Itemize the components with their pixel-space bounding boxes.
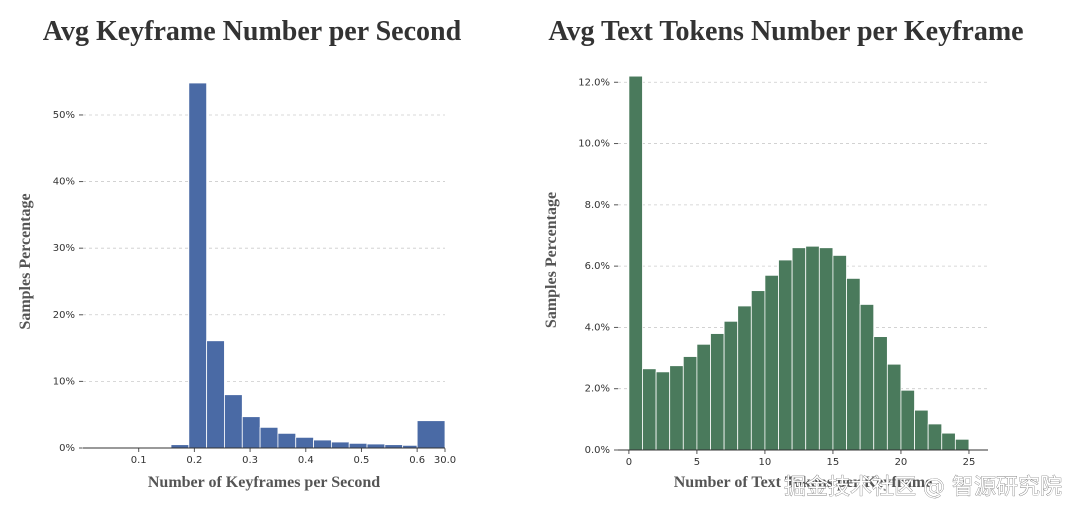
- bar: [206, 340, 225, 449]
- x-tick-label: 0.2: [186, 455, 202, 466]
- bar: [188, 82, 208, 449]
- bar: [805, 245, 820, 451]
- bar: [873, 336, 888, 451]
- bar: [348, 442, 368, 449]
- bar: [259, 426, 279, 449]
- x-tick-label: 10: [759, 457, 772, 468]
- y-axis-label: Samples Percentage: [543, 192, 560, 328]
- x-axis-label: Number of Text Tokens per Keyframe: [674, 474, 933, 491]
- x-tick-label: 30.0: [434, 455, 456, 466]
- bar: [900, 389, 915, 451]
- x-tick-label: 0.5: [354, 455, 370, 466]
- bar: [366, 443, 386, 449]
- bar: [723, 320, 739, 451]
- bar: [914, 409, 929, 451]
- bar: [832, 255, 847, 451]
- bar: [750, 290, 766, 451]
- x-tick-label: 0: [626, 457, 632, 468]
- bar: [886, 363, 902, 451]
- y-tick-label: 0%: [59, 443, 75, 454]
- y-tick-label: 20%: [53, 310, 75, 321]
- y-axis-label: Samples Percentage: [17, 193, 34, 329]
- bar: [927, 423, 943, 451]
- y-tick-label: 30%: [53, 243, 75, 254]
- bar: [764, 274, 779, 451]
- y-tick-label: 10.0%: [578, 139, 610, 150]
- y-tick-label: 50%: [53, 110, 75, 121]
- bar: [628, 75, 643, 451]
- x-tick-label: 0.4: [298, 455, 314, 466]
- bar: [818, 247, 834, 451]
- y-tick-label: 8.0%: [585, 200, 610, 211]
- bar: [737, 305, 752, 451]
- bar: [846, 277, 861, 451]
- y-tick-label: 2.0%: [585, 384, 610, 395]
- bar: [416, 420, 446, 449]
- x-axis-label: Number of Keyframes per Second: [148, 474, 380, 491]
- bar: [313, 439, 332, 449]
- bar: [791, 247, 807, 451]
- y-tick-label: 4.0%: [585, 322, 610, 333]
- y-tick-label: 40%: [53, 177, 75, 188]
- x-tick-label: 20: [895, 457, 908, 468]
- bar: [241, 416, 261, 449]
- x-tick-label: 25: [963, 457, 976, 468]
- bar: [330, 441, 350, 449]
- bar: [941, 432, 956, 451]
- x-tick-label: 0.6: [409, 455, 425, 466]
- bar: [710, 333, 725, 451]
- y-tick-label: 6.0%: [585, 261, 610, 272]
- y-tick-label: 0.0%: [585, 445, 610, 456]
- bar: [277, 432, 297, 449]
- bar: [655, 371, 671, 451]
- bar: [669, 365, 684, 451]
- bar: [682, 356, 698, 451]
- y-tick-label: 10%: [53, 376, 75, 387]
- chart-title: Avg Keyframe Number per Second: [43, 16, 462, 47]
- bar: [642, 368, 657, 451]
- watermark: 掘金技术社区 @ 智源研究院: [784, 475, 1062, 500]
- chart-title: Avg Text Tokens Number per Keyframe: [548, 16, 1023, 47]
- bar: [295, 436, 314, 449]
- y-tick-label: 12.0%: [578, 77, 610, 88]
- bar: [954, 438, 970, 451]
- x-tick-label: 0.1: [131, 455, 147, 466]
- bar: [224, 394, 243, 449]
- x-tick-label: 0.3: [242, 455, 258, 466]
- bar: [778, 259, 793, 451]
- x-tick-label: 15: [827, 457, 840, 468]
- bar: [859, 304, 875, 451]
- x-tick-label: 5: [694, 457, 700, 468]
- bar: [696, 343, 711, 451]
